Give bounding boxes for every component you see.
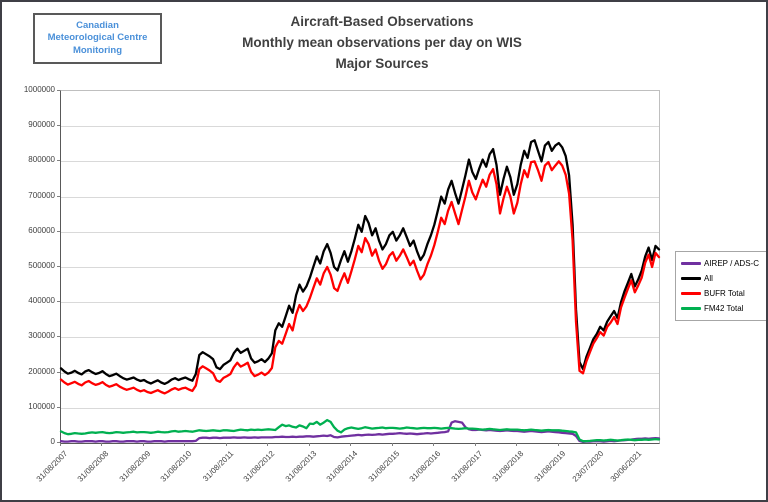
y-gridline — [61, 196, 659, 198]
x-tick-mark — [474, 443, 476, 446]
y-tick-label: 400000 — [28, 296, 55, 306]
series-line-bufr-total — [59, 160, 661, 395]
legend-item: AIREP / ADS-C — [681, 259, 762, 268]
x-tick-mark — [60, 443, 61, 446]
legend-item: FM42 Total — [681, 304, 762, 313]
legend-label: AIREP / ADS-C — [704, 259, 759, 268]
title-line-1: Aircraft-Based Observations — [290, 14, 474, 29]
y-tick-mark — [57, 406, 60, 408]
title-line-2: Monthly mean observations per day on WIS — [242, 34, 522, 50]
cmc-logo: Canadian Meteorological Centre Monitorin… — [33, 13, 162, 64]
y-gridline — [61, 337, 659, 339]
y-tick-mark — [57, 371, 60, 373]
logo-line-1: Canadian — [76, 19, 119, 31]
y-gridline — [61, 267, 659, 268]
legend-label: FM42 Total — [704, 304, 744, 313]
y-tick-label: 800000 — [28, 155, 55, 165]
y-tick-mark — [57, 160, 60, 162]
y-tick-mark — [57, 301, 60, 303]
y-tick-label: 1000000 — [23, 85, 55, 94]
y-tick-label: 600000 — [28, 225, 55, 235]
legend-item: BUFR Total — [681, 289, 762, 298]
x-tick-mark — [433, 443, 435, 446]
y-tick-mark — [57, 125, 60, 127]
y-tick-mark — [57, 336, 60, 338]
y-tick-label: 300000 — [28, 331, 55, 341]
series-plot — [59, 139, 661, 444]
y-tick-mark — [57, 266, 60, 267]
y-tick-mark — [57, 230, 60, 232]
x-tick-mark — [633, 443, 635, 446]
logo-line-2: Meteorological Centre — [47, 32, 148, 44]
plot-area — [59, 90, 661, 444]
x-tick-mark — [267, 443, 269, 446]
y-tick-label: 900000 — [28, 120, 55, 130]
legend-item: All — [681, 274, 762, 283]
x-tick-mark — [391, 443, 393, 446]
title-line-3: Major Sources — [335, 55, 429, 71]
y-tick-label: 200000 — [28, 366, 55, 376]
x-tick-mark — [350, 443, 352, 446]
legend-swatch-icon — [681, 262, 701, 265]
y-gridline — [61, 407, 659, 409]
y-gridline — [61, 302, 659, 304]
y-gridline — [61, 126, 659, 128]
y-tick-label: 700000 — [28, 190, 55, 200]
legend-label: BUFR Total — [704, 289, 745, 298]
y-gridline — [61, 372, 659, 374]
y-tick-label: 500000 — [28, 261, 55, 270]
legend-swatch-icon — [681, 307, 701, 310]
x-tick-mark — [184, 443, 186, 446]
legend: AIREP / ADS-C All BUFR Total FM42 Total — [675, 251, 766, 321]
x-tick-mark — [308, 443, 310, 446]
x-tick-mark — [595, 443, 597, 446]
y-tick-label: 100000 — [28, 401, 55, 411]
x-tick-label: 30/06/2021 — [608, 449, 644, 484]
x-tick-mark — [557, 443, 559, 446]
y-tick-mark — [57, 90, 60, 91]
y-tick-mark — [57, 442, 60, 443]
y-tick-label: 0 — [50, 437, 55, 446]
x-tick-mark — [142, 443, 144, 446]
logo-line-3: Monitoring — [72, 44, 123, 56]
y-gridline — [61, 161, 659, 163]
legend-label: All — [704, 274, 713, 283]
series-line-all — [59, 139, 661, 386]
series-line-airep-ads-c — [59, 420, 661, 444]
x-tick-mark — [225, 443, 227, 446]
legend-swatch-icon — [681, 277, 701, 280]
series-line-fm42-total — [59, 418, 661, 443]
y-gridline — [61, 231, 659, 233]
x-tick-mark — [101, 443, 103, 446]
x-tick-mark — [516, 443, 518, 446]
chart-title: Aircraft-Based Observations Monthly mean… — [142, 12, 622, 75]
legend-swatch-icon — [681, 292, 701, 295]
y-tick-mark — [57, 195, 60, 197]
